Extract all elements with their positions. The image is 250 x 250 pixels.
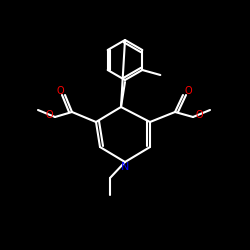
Text: O: O <box>56 86 64 96</box>
Text: O: O <box>195 110 203 120</box>
Text: O: O <box>184 86 192 96</box>
Text: N: N <box>121 162 129 172</box>
Text: O: O <box>45 110 53 120</box>
